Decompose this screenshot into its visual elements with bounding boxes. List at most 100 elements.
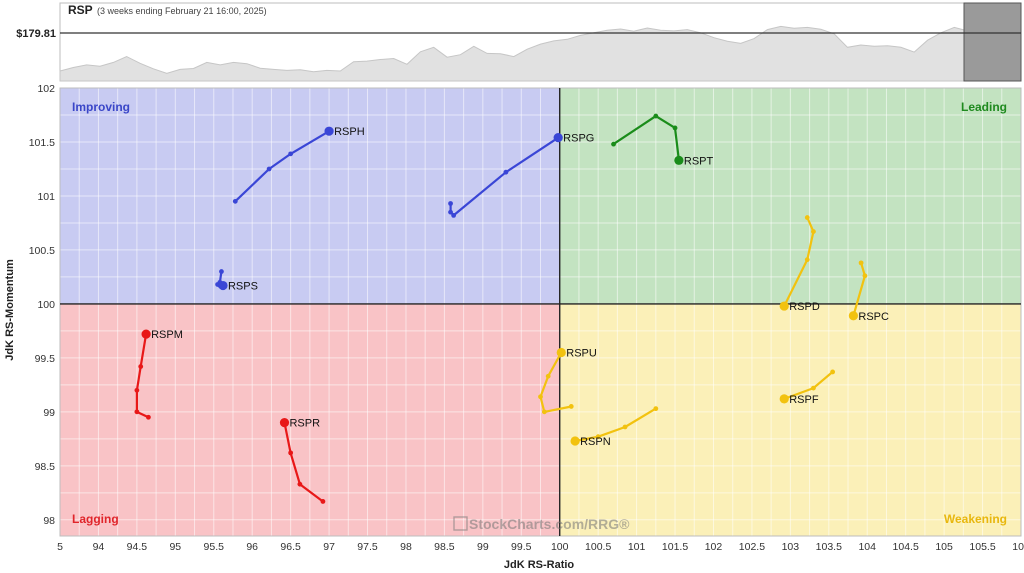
watermark-logo-icon [453, 516, 468, 531]
tail-line [283, 421, 324, 503]
y-tick-label: 101.5 [29, 137, 55, 149]
tail-point [134, 387, 140, 393]
price-label: $179.81 [16, 28, 56, 40]
tail-point [538, 394, 543, 400]
head-point[interactable] [779, 394, 789, 404]
head-point[interactable] [556, 347, 566, 358]
series-label: RSPN [580, 436, 611, 448]
tail-line [234, 130, 331, 203]
price-area [59, 25, 1022, 82]
x-tick-label: 5 [57, 541, 63, 553]
tail-point [862, 273, 868, 279]
head-point[interactable] [218, 280, 228, 291]
y-tick-label: 100 [37, 299, 55, 311]
tail-point [804, 257, 810, 263]
gridlines [59, 87, 1022, 537]
series-rspg[interactable]: RSPG [448, 133, 594, 218]
series-rsps[interactable]: RSPS [215, 269, 258, 293]
tail-point [541, 409, 547, 415]
x-tick-label: 106 [1012, 541, 1024, 553]
x-tick-label: 95 [169, 541, 181, 553]
y-axis-label: JdK RS-Momentum [4, 259, 16, 361]
head-point[interactable] [848, 311, 859, 321]
tail-point [804, 215, 810, 220]
x-tick-label: 94.5 [127, 541, 148, 553]
series-label: RSPU [566, 347, 597, 359]
period-label: (3 weeks ending February 21 16:00, 2025) [97, 6, 267, 16]
tail-point [611, 141, 616, 147]
series-rsph[interactable]: RSPH [232, 126, 365, 204]
series-rspc[interactable]: RSPC [848, 260, 889, 323]
series-rspd[interactable]: RSPD [779, 215, 820, 313]
tail-point [138, 364, 144, 369]
tail-point [288, 450, 294, 456]
tail-line [574, 407, 657, 443]
tail-point [232, 198, 238, 204]
y-tick-label: 100.5 [29, 245, 55, 257]
tail-point [811, 229, 816, 234]
x-tick-label: 102.5 [739, 541, 765, 553]
series-label: RSPR [289, 418, 320, 430]
price-strip: RSP (3 weeks ending February 21 16:00, 2… [16, 2, 1022, 82]
tail-point [568, 404, 574, 409]
y-tick-label: 101 [37, 191, 55, 203]
tail-point [297, 481, 303, 487]
tail-point [448, 201, 453, 206]
y-tick-label: 102 [37, 83, 55, 95]
y-tick-label: 99 [43, 407, 55, 419]
x-tick-label: 99 [477, 541, 489, 553]
x-tick-label: 96 [246, 541, 258, 553]
x-tick-label: 105 [935, 541, 953, 553]
series-label: RSPF [789, 394, 819, 406]
tail-point [653, 113, 659, 119]
y-tick-label: 99.5 [35, 353, 56, 365]
series-label: RSPH [334, 126, 365, 138]
x-tick-label: 100.5 [585, 541, 611, 553]
series-rspr[interactable]: RSPR [279, 418, 326, 504]
x-tick-label: 103.5 [816, 541, 842, 553]
tail-line [783, 216, 815, 308]
rrg-window-highlight[interactable] [963, 2, 1022, 82]
tail-point [811, 385, 816, 391]
tail-point [320, 499, 326, 504]
series-rspm[interactable]: RSPM [134, 329, 183, 420]
x-tick-label: 96.5 [280, 541, 301, 553]
tail-point [653, 406, 659, 412]
series-rspu[interactable]: RSPU [538, 347, 597, 415]
quadrant-label-weakening: Weakening [944, 512, 1007, 526]
x-tick-label: 99.5 [511, 541, 532, 553]
series-label: RSPM [151, 329, 183, 341]
series-rspt[interactable]: RSPT [611, 113, 714, 168]
x-tick-label: 97.5 [357, 541, 378, 553]
tail-point [448, 209, 453, 215]
head-point[interactable] [324, 126, 334, 136]
tail-point [830, 369, 836, 375]
series-rspf[interactable]: RSPF [779, 369, 836, 406]
series-rspn[interactable]: RSPN [570, 406, 659, 448]
head-point[interactable] [553, 133, 563, 143]
head-point[interactable] [279, 418, 290, 428]
x-tick-label: 104.5 [893, 541, 919, 553]
tail-point [266, 166, 272, 172]
y-tick-labels: 102 101.5 101 100.5 100 99.5 99 98.5 98 [29, 83, 55, 527]
series-label: RSPD [789, 301, 820, 313]
watermark-text: StockCharts.com/RRG® [469, 516, 630, 532]
series-layer: RSPH RSPG RSPS RSPT RSPD RSPC RSPF RSPU RSPN RSPM… [134, 113, 889, 504]
tail-point [146, 414, 151, 420]
head-point[interactable] [570, 436, 580, 446]
x-tick-labels: 5 94 94.5 95 95.5 96 96.5 97 97.5 98 98.5 99 99.5 100… [57, 541, 1024, 553]
head-point[interactable] [779, 301, 789, 311]
y-tick-label: 98 [43, 515, 55, 527]
x-tick-label: 97 [323, 541, 335, 553]
head-point[interactable] [141, 329, 151, 339]
tail-point [219, 269, 224, 274]
x-tick-label: 103 [782, 541, 800, 553]
quadrant-label-improving: Improving [72, 100, 130, 114]
x-tick-label: 104 [858, 541, 876, 553]
tail-point [503, 169, 509, 175]
x-tick-label: 101 [628, 541, 646, 553]
x-tick-label: 94 [93, 541, 105, 553]
series-label: RSPG [563, 133, 594, 145]
head-point[interactable] [674, 155, 684, 165]
